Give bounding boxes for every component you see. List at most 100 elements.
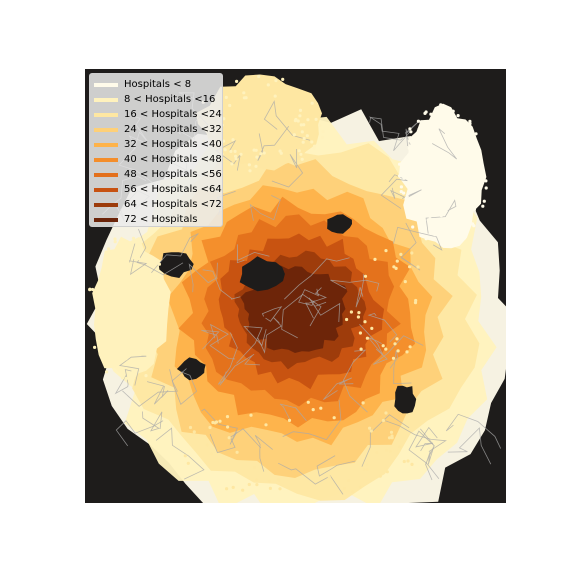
legend-swatch	[94, 187, 118, 192]
road	[236, 244, 270, 264]
road-node	[480, 181, 485, 185]
road-node	[278, 487, 282, 491]
road-node	[183, 454, 187, 458]
road-node	[105, 339, 110, 343]
road	[432, 128, 458, 160]
road-node	[390, 434, 394, 438]
road-node	[293, 119, 297, 123]
road-node	[142, 345, 146, 349]
road-node	[312, 144, 317, 148]
road-node	[369, 429, 373, 433]
road-node	[458, 127, 462, 131]
road-node	[462, 236, 466, 240]
road	[330, 279, 380, 292]
accessibility-zone	[196, 74, 322, 171]
road-node	[457, 234, 461, 238]
road-node	[310, 101, 314, 105]
map-void	[176, 357, 206, 381]
road-node	[478, 171, 482, 175]
road-node	[471, 181, 475, 185]
road-node	[321, 129, 325, 134]
road-node	[388, 449, 392, 453]
accessibility-zone	[92, 236, 171, 386]
road-node	[424, 110, 428, 114]
road-node	[425, 143, 429, 147]
road-node	[259, 152, 263, 156]
road-node	[378, 474, 382, 478]
road	[282, 399, 342, 441]
road-node	[131, 236, 136, 240]
road-node	[439, 237, 444, 241]
road-node	[91, 287, 95, 292]
road-node	[267, 479, 271, 483]
road-node	[365, 463, 369, 467]
road-node	[466, 133, 470, 137]
road-node	[102, 321, 106, 325]
road-node	[384, 448, 389, 452]
legend-label: 40 < Hospitals <48	[124, 154, 222, 165]
road-node	[418, 156, 422, 160]
legend-item: 40 < Hospitals <48	[94, 152, 222, 167]
road-node	[228, 103, 232, 108]
road-node	[88, 287, 92, 291]
legend-swatch	[94, 202, 118, 207]
road	[316, 455, 356, 477]
road-node	[254, 164, 258, 168]
road-node	[255, 483, 259, 487]
road-node	[159, 340, 164, 344]
road	[271, 148, 304, 188]
road-node	[133, 264, 137, 268]
road-node	[231, 138, 235, 142]
road-node	[113, 240, 117, 244]
road-node	[429, 112, 433, 116]
road-node	[358, 485, 362, 489]
road-node	[144, 374, 148, 378]
road-node	[418, 149, 422, 153]
road-node	[300, 130, 304, 134]
road	[308, 297, 341, 323]
road-node	[456, 219, 460, 223]
road-node	[467, 218, 471, 222]
road-node	[359, 347, 363, 351]
road	[201, 329, 220, 350]
road-node	[370, 326, 374, 330]
road-node	[427, 211, 431, 215]
road-node	[422, 150, 427, 154]
road-node	[467, 141, 471, 145]
road	[373, 335, 424, 365]
road-node	[373, 257, 377, 261]
road-node	[398, 162, 402, 166]
road-node	[484, 179, 488, 183]
road-node	[356, 315, 360, 319]
road-node	[398, 174, 402, 178]
road	[263, 100, 311, 141]
road-node	[411, 214, 416, 218]
road-node	[147, 325, 152, 329]
road-node	[205, 443, 209, 447]
road-node	[391, 356, 396, 360]
road-node	[118, 255, 122, 259]
road-node	[368, 426, 372, 430]
road-node	[454, 212, 458, 216]
road-node	[446, 214, 450, 218]
road-node	[226, 425, 230, 429]
road-node	[93, 345, 97, 349]
road	[146, 381, 169, 405]
road-node	[430, 212, 434, 216]
road	[305, 287, 328, 319]
road-node	[418, 160, 422, 164]
legend-swatch	[94, 157, 118, 162]
map-void	[158, 252, 194, 278]
road	[425, 445, 435, 481]
road-node	[442, 125, 446, 129]
road	[380, 174, 408, 209]
legend-item: 72 < Hospitals	[94, 212, 222, 227]
road-node	[230, 162, 234, 166]
road-node	[278, 149, 282, 153]
road-node	[414, 169, 418, 173]
road-node	[400, 162, 404, 166]
road	[236, 326, 267, 364]
road-node	[292, 133, 296, 137]
road	[155, 427, 205, 480]
